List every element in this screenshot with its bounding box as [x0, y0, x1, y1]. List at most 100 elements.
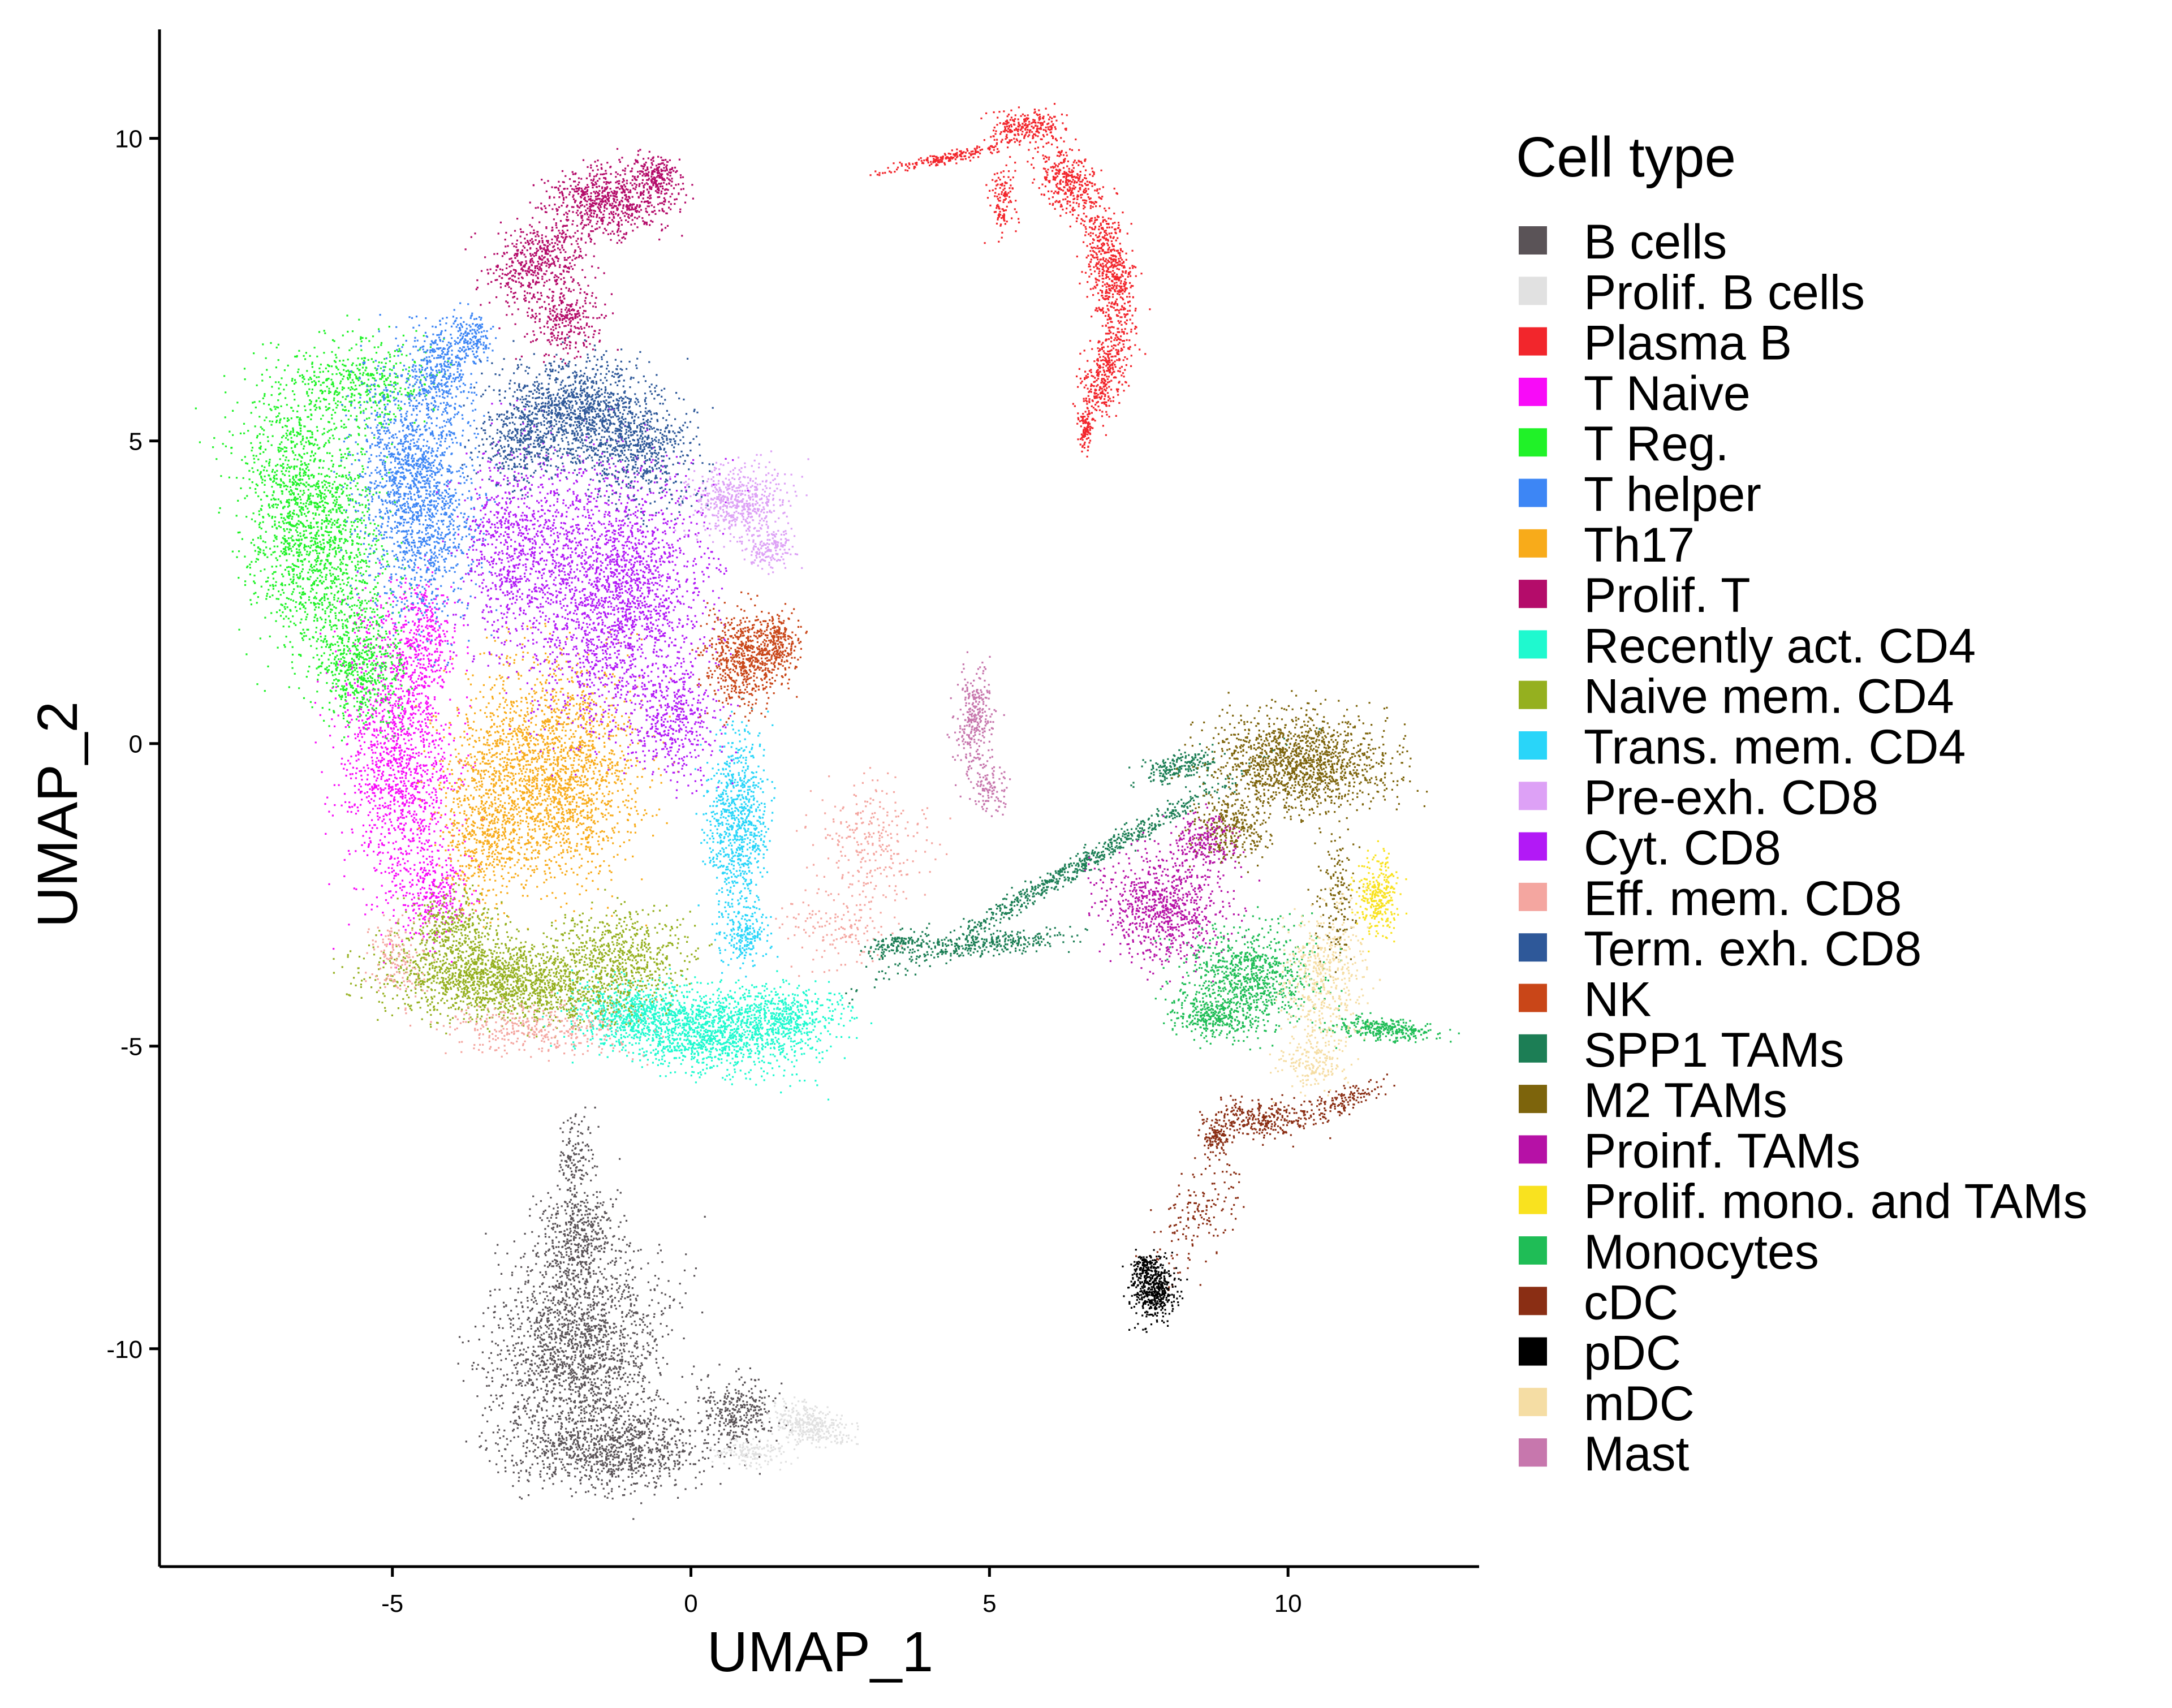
legend-swatch [1519, 1387, 1547, 1416]
legend-swatch [1519, 882, 1547, 911]
series-naive-mem-cd4 [333, 879, 713, 1038]
scatter-points [195, 103, 1460, 1520]
legend-swatch [1519, 529, 1547, 558]
legend-label: Proinf. TAMs [1584, 1124, 1860, 1178]
series-points [1350, 840, 1408, 952]
legend-item: Prolif. mono. and TAMs [1519, 1175, 2088, 1229]
series-points [1122, 1249, 1188, 1333]
x-axis-label: UMAP_1 [707, 1620, 933, 1684]
legend-item: M2 TAMs [1519, 1073, 1787, 1128]
legend-label: Prolif. T [1584, 568, 1751, 623]
series-mast [946, 651, 1011, 817]
legend-item: B cells [1519, 215, 1727, 269]
legend-label: M2 TAMs [1584, 1073, 1787, 1128]
legend-swatch [1519, 933, 1547, 962]
series-points [669, 450, 809, 575]
series-prolif-t [464, 148, 694, 365]
series-cyt-cd8 [436, 399, 749, 799]
legend-item: Monocytes [1519, 1225, 1819, 1279]
legend-item: NK [1519, 973, 1651, 1027]
series-points [333, 879, 713, 1038]
y-tick-label: 10 [115, 126, 143, 153]
series-points [1171, 689, 1428, 978]
legend-label: Prolif. mono. and TAMs [1584, 1175, 2088, 1229]
series-trans-mem-cd4 [694, 697, 779, 978]
y-axis-ticks: -10 -5 0 5 10 [106, 126, 160, 1364]
legend-swatch [1519, 782, 1547, 810]
legend-label: Cyt. CD8 [1584, 821, 1781, 875]
x-tick-label: -5 [381, 1590, 403, 1618]
legend-label: mDC [1584, 1377, 1695, 1431]
legend-label: T Naive [1584, 366, 1751, 421]
legend-label: Pre-exh. CD8 [1584, 770, 1878, 825]
x-tick-label: 10 [1274, 1590, 1302, 1618]
legend-swatch [1519, 1287, 1547, 1315]
series-b-cells [457, 1106, 792, 1520]
series-prolif-b-cells [710, 1396, 859, 1471]
legend-swatch [1519, 478, 1547, 507]
legend-label: Eff. mem. CD8 [1584, 872, 1902, 926]
series-points [845, 728, 1321, 1004]
series-pre-exh-cd8 [669, 450, 809, 575]
series-cdc [1135, 1073, 1395, 1291]
series-points [464, 148, 694, 365]
y-axis-label: UMAP_2 [26, 701, 89, 928]
legend-item: T helper [1519, 468, 1761, 522]
series-points [691, 591, 808, 726]
x-tick-label: 5 [982, 1590, 996, 1618]
series-prolif-mono-and-tams [1350, 840, 1408, 952]
legend-item: Plasma B [1519, 316, 1792, 370]
series-nk [691, 591, 808, 726]
legend-label: Trans. mem. CD4 [1584, 720, 1966, 774]
y-tick-label: -5 [120, 1033, 143, 1061]
legend-label: Prolif. B cells [1584, 265, 1865, 320]
legend-item: Eff. mem. CD8 [1519, 872, 1902, 926]
legend-item: Prolif. B cells [1519, 265, 1865, 320]
legend-item: Term. exh. CD8 [1519, 922, 1921, 976]
legend-label: Plasma B [1584, 316, 1792, 370]
legend-label: NK [1584, 973, 1651, 1027]
series-points [436, 399, 749, 799]
legend-label: Term. exh. CD8 [1584, 922, 1921, 976]
legend-item: Trans. mem. CD4 [1519, 720, 1966, 774]
legend-swatch [1519, 630, 1547, 659]
legend-item: Recently act. CD4 [1519, 619, 1976, 673]
legend-label: cDC [1584, 1275, 1678, 1330]
series-points [457, 1106, 792, 1520]
series-points [946, 651, 1011, 817]
legend-title: Cell type [1516, 126, 1736, 189]
legend-label: Naive mem. CD4 [1584, 670, 1954, 724]
legend-item: cDC [1519, 1275, 1678, 1330]
legend-label: Mast [1584, 1427, 1689, 1481]
series-points [1135, 1073, 1395, 1291]
legend-label: Recently act. CD4 [1584, 619, 1976, 673]
series-th17 [415, 623, 683, 930]
legend-swatch [1519, 428, 1547, 457]
legend-item: Mast [1519, 1427, 1689, 1481]
legend-swatch [1519, 832, 1547, 861]
legend-label: B cells [1584, 215, 1727, 269]
legend-item: mDC [1519, 1377, 1695, 1431]
legend-swatch [1519, 1337, 1547, 1366]
legend-item: SPP1 TAMs [1519, 1023, 1844, 1077]
legend-item: Th17 [1519, 518, 1695, 572]
y-tick-label: 0 [129, 731, 143, 758]
series-term-exh-cd8 [461, 337, 714, 528]
legend-label: T helper [1584, 468, 1761, 522]
legend-swatch [1519, 680, 1547, 709]
series-points [1084, 803, 1261, 987]
series-points [710, 1396, 859, 1471]
legend-label: Th17 [1584, 518, 1695, 572]
legend-item: pDC [1519, 1326, 1681, 1381]
legend-item: Pre-exh. CD8 [1519, 770, 1878, 825]
legend-item: Proinf. TAMs [1519, 1124, 1860, 1178]
legend-label: pDC [1584, 1326, 1681, 1381]
series-recently-act-cd4 [542, 968, 873, 1101]
legend-item: T Reg. [1519, 417, 1729, 471]
series-t-helper [333, 302, 498, 668]
legend-swatch [1519, 327, 1547, 356]
